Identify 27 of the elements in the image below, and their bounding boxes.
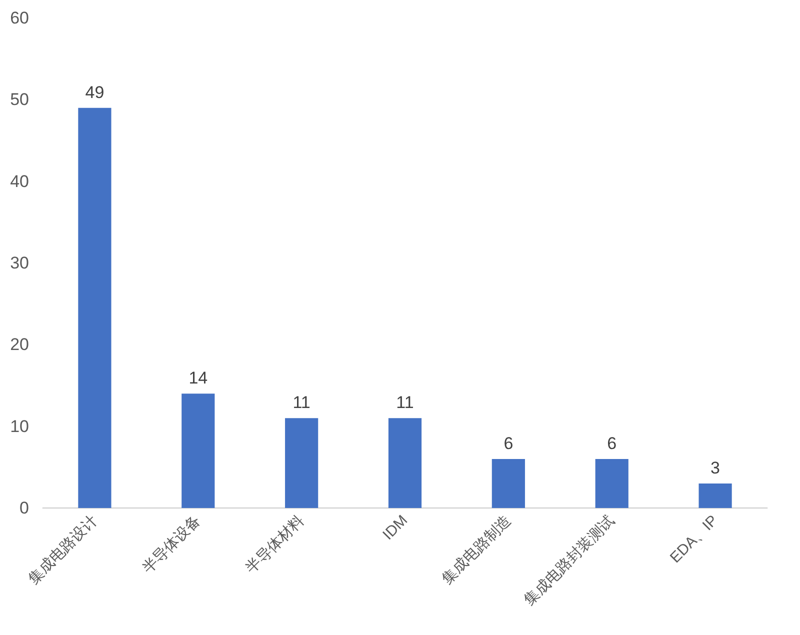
y-tick-label: 40 (10, 172, 29, 191)
data-label: 3 (710, 458, 720, 478)
y-tick-label: 50 (10, 90, 29, 110)
bar (182, 394, 215, 508)
y-tick-label: 10 (10, 416, 29, 436)
x-tick-label: 集成电路封装测试 (520, 512, 618, 609)
data-label: 6 (504, 434, 514, 453)
bar (285, 418, 318, 508)
bar (388, 418, 422, 508)
y-tick-label: 60 (10, 8, 29, 28)
x-tick-label: 半导体设备 (139, 512, 204, 578)
x-tick-label: EDA、IP (666, 512, 722, 566)
data-label: 49 (85, 82, 104, 102)
y-tick-label: 0 (20, 498, 29, 518)
bar (698, 484, 732, 508)
x-tick-label: 半导体材料 (242, 512, 308, 578)
y-tick-label: 20 (10, 335, 29, 354)
bar (78, 108, 112, 508)
bar (492, 459, 525, 508)
data-label: 11 (292, 393, 310, 412)
data-label: 6 (607, 434, 617, 453)
bar (595, 459, 628, 508)
data-label: 11 (396, 393, 414, 412)
data-label: 14 (188, 368, 208, 388)
x-tick-label: IDM (380, 512, 412, 544)
x-tick-label: 集成电路制造 (438, 512, 514, 588)
y-tick-label: 30 (10, 254, 29, 272)
